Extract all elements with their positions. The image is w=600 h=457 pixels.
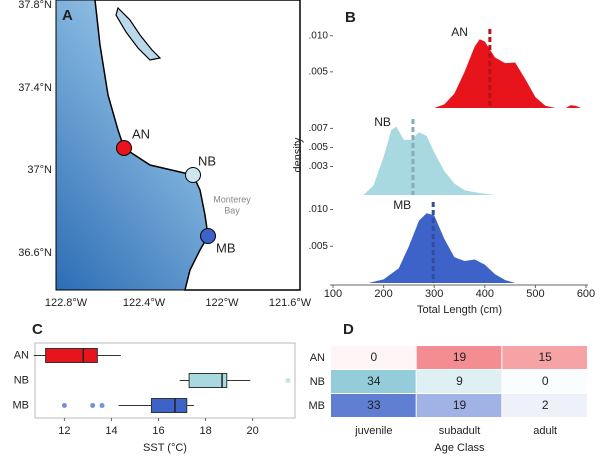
panel-label: A [62,7,73,24]
y-tick-label: AN [310,352,325,364]
x-tick-label: 600 [577,288,595,300]
cell [331,394,416,417]
lon-tick-label: 122.4°W [123,297,166,309]
panel-label: C [32,321,43,338]
y-tick-label: .005 [309,142,329,153]
annotation: Monterey [213,194,251,204]
y-tick-label: .010 [309,30,329,41]
x-axis-label: Total Length (cm) [417,304,502,316]
lat-tick-label: 37.8°N [18,0,52,11]
density-area [434,39,581,108]
cell [502,346,587,369]
box [45,348,98,363]
density-area [368,213,516,283]
cell-label: 9 [456,374,463,388]
outlier [285,378,291,383]
cell [416,394,502,417]
site-label: MB [216,240,236,255]
bay [115,6,162,61]
lat-tick-label: 36.6°N [18,247,52,259]
map-frame [55,0,301,291]
cell-label: 15 [538,350,552,364]
lat-tick-label: 37.4°N [18,82,52,94]
site-label: AN [132,126,150,141]
outlier [99,403,105,408]
y-tick-label: NB [14,374,29,386]
panel-label: D [343,321,354,338]
x-tick-label: 400 [476,288,494,300]
x-tick-label: 16 [152,425,164,437]
x-tick-label: 20 [247,425,259,437]
map-panel: AN NB MB Monterey Bay A 37.8°N 37.4°N 37… [18,0,312,309]
x-tick-label: 18 [199,425,211,437]
series-label: AN [451,25,468,39]
cell-label: 19 [453,350,467,364]
y-tick-label: .007 [309,123,329,134]
x-tick-label: 100 [324,288,342,300]
series-label: MB [393,198,411,212]
x-tick-label: adult [533,425,557,437]
cell [416,346,502,369]
lat-tick-label: 37°N [27,164,52,176]
y-tick-label: .003 [309,161,329,172]
y-tick-label: .005 [309,66,329,77]
y-tick-label: MB [13,399,30,411]
x-tick-label: subadult [439,425,481,437]
cell [331,370,416,393]
x-tick-label: 200 [374,288,392,300]
cell-label: 0 [370,350,377,364]
outlier [90,403,96,408]
outlier [61,403,67,408]
y-tick-label: .005 [309,241,329,252]
x-tick-label: 300 [425,288,443,300]
y-tick-label: MB [309,400,326,412]
y-axis-label: density [292,137,304,172]
plot-frame [34,342,296,419]
cell-label: 33 [367,398,381,412]
site-marker [116,140,132,156]
x-axis-label: SST (°C) [143,442,187,454]
x-tick-label: 12 [58,425,70,437]
cell-label: 34 [367,374,381,388]
cell-label: 0 [542,374,549,388]
cell-label: 19 [453,398,467,412]
cell [331,346,416,369]
cell [502,370,587,393]
x-tick-label: juvenile [354,425,392,437]
annotation: Bay [224,205,240,215]
x-axis-label: Age Class [434,442,485,454]
lon-tick-label: 122.8°W [45,297,88,309]
site-marker [200,228,216,244]
y-tick-label: .010 [309,204,329,215]
cell [502,394,587,417]
x-tick-label: 14 [105,425,117,437]
site-marker [185,167,201,183]
lon-tick-label: 122°W [205,297,239,309]
lon-tick-label: 121.6°W [269,297,312,309]
box [150,398,188,413]
density-area [363,126,495,195]
x-tick-label: 500 [526,288,544,300]
cell [416,370,502,393]
cell-label: 2 [542,398,549,412]
y-tick-label: AN [14,349,29,361]
series-label: NB [374,115,391,129]
y-tick-label: NB [310,376,325,388]
panel-label: B [345,9,356,26]
site-label: NB [198,153,216,168]
box [188,373,228,388]
